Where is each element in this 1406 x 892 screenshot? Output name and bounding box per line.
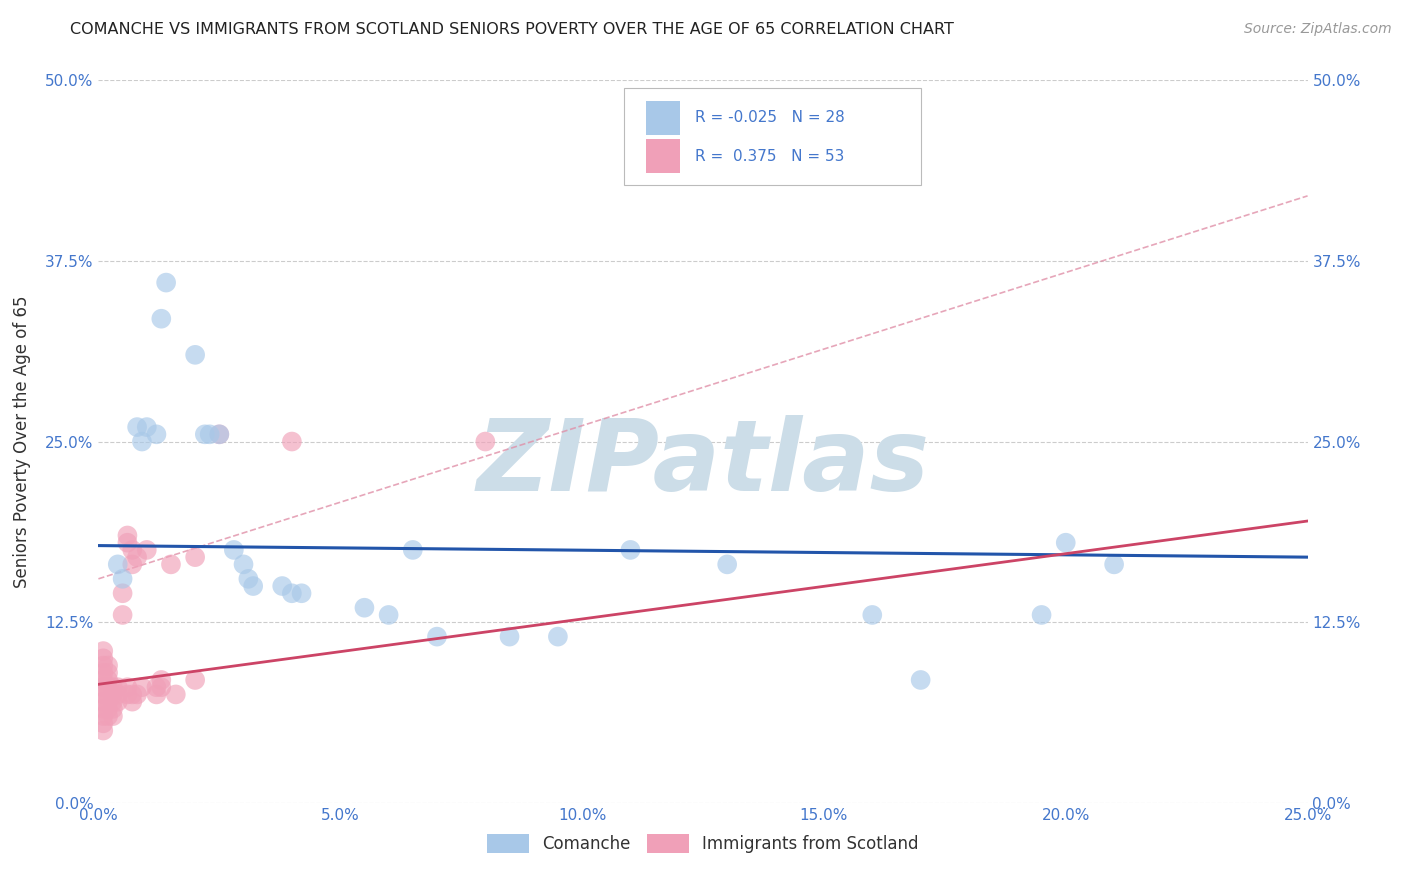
FancyBboxPatch shape [647,139,681,173]
Point [184,673,207,687]
Point [242,579,264,593]
Point [377,607,399,622]
Point [91,658,114,673]
Point [117,680,139,694]
Point [91,702,114,716]
Point [232,558,254,572]
Point [131,680,153,694]
Point [1031,607,1053,622]
Point [184,550,207,565]
Point [91,665,114,680]
Point [97,673,120,687]
Point [474,434,496,449]
Point [107,558,129,572]
Point [97,665,120,680]
Point [150,680,173,694]
Point [107,680,129,694]
Point [860,607,883,622]
Point [353,600,375,615]
Point [160,558,183,572]
Point [1102,558,1125,572]
Point [91,723,114,738]
Text: COMANCHE VS IMMIGRANTS FROM SCOTLAND SENIORS POVERTY OVER THE AGE OF 65 CORRELAT: COMANCHE VS IMMIGRANTS FROM SCOTLAND SEN… [70,22,955,37]
Point [111,586,134,600]
Point [91,695,114,709]
Point [910,673,932,687]
Point [184,348,207,362]
Point [91,687,114,701]
Point [222,542,245,557]
Point [121,687,143,701]
Point [498,630,520,644]
Point [117,535,139,549]
Text: R =  0.375   N = 53: R = 0.375 N = 53 [695,149,844,163]
Point [145,427,167,442]
Point [101,702,124,716]
Point [127,687,149,701]
Point [1054,535,1077,549]
Text: R = -0.025   N = 28: R = -0.025 N = 28 [695,111,844,126]
FancyBboxPatch shape [647,101,681,136]
Point [101,695,124,709]
Point [281,434,304,449]
Point [97,695,120,709]
Point [238,572,260,586]
Point [426,630,449,644]
Point [91,716,114,731]
Point [619,542,641,557]
Text: Source: ZipAtlas.com: Source: ZipAtlas.com [1244,22,1392,37]
Point [97,658,120,673]
Point [165,687,187,701]
Point [127,420,149,434]
Point [290,586,312,600]
Point [131,434,153,449]
Point [121,542,143,557]
Point [145,687,167,701]
Point [91,651,114,665]
Point [547,630,569,644]
Point [97,680,120,694]
Point [107,695,129,709]
Point [281,586,304,600]
Point [97,702,120,716]
Point [91,673,114,687]
Y-axis label: Seniors Poverty Over the Age of 65: Seniors Poverty Over the Age of 65 [13,295,31,588]
Point [101,687,124,701]
Point [208,427,231,442]
Point [150,311,173,326]
Legend: Comanche, Immigrants from Scotland: Comanche, Immigrants from Scotland [481,827,925,860]
Point [145,680,167,694]
Point [135,542,157,557]
Point [121,695,143,709]
Text: ZIPatlas: ZIPatlas [477,415,929,512]
Point [121,558,143,572]
Point [97,687,120,701]
Point [117,528,139,542]
Point [117,687,139,701]
Point [194,427,217,442]
Point [402,542,425,557]
Point [111,607,134,622]
Point [198,427,221,442]
Point [91,644,114,658]
FancyBboxPatch shape [624,87,921,185]
Point [716,558,738,572]
Point [127,550,149,565]
Point [135,420,157,434]
Point [208,427,231,442]
Point [111,572,134,586]
Point [155,276,177,290]
Point [150,673,173,687]
Point [271,579,294,593]
Point [91,709,114,723]
Point [97,709,120,723]
Point [101,709,124,723]
Point [91,680,114,694]
Point [101,680,124,694]
Point [107,687,129,701]
